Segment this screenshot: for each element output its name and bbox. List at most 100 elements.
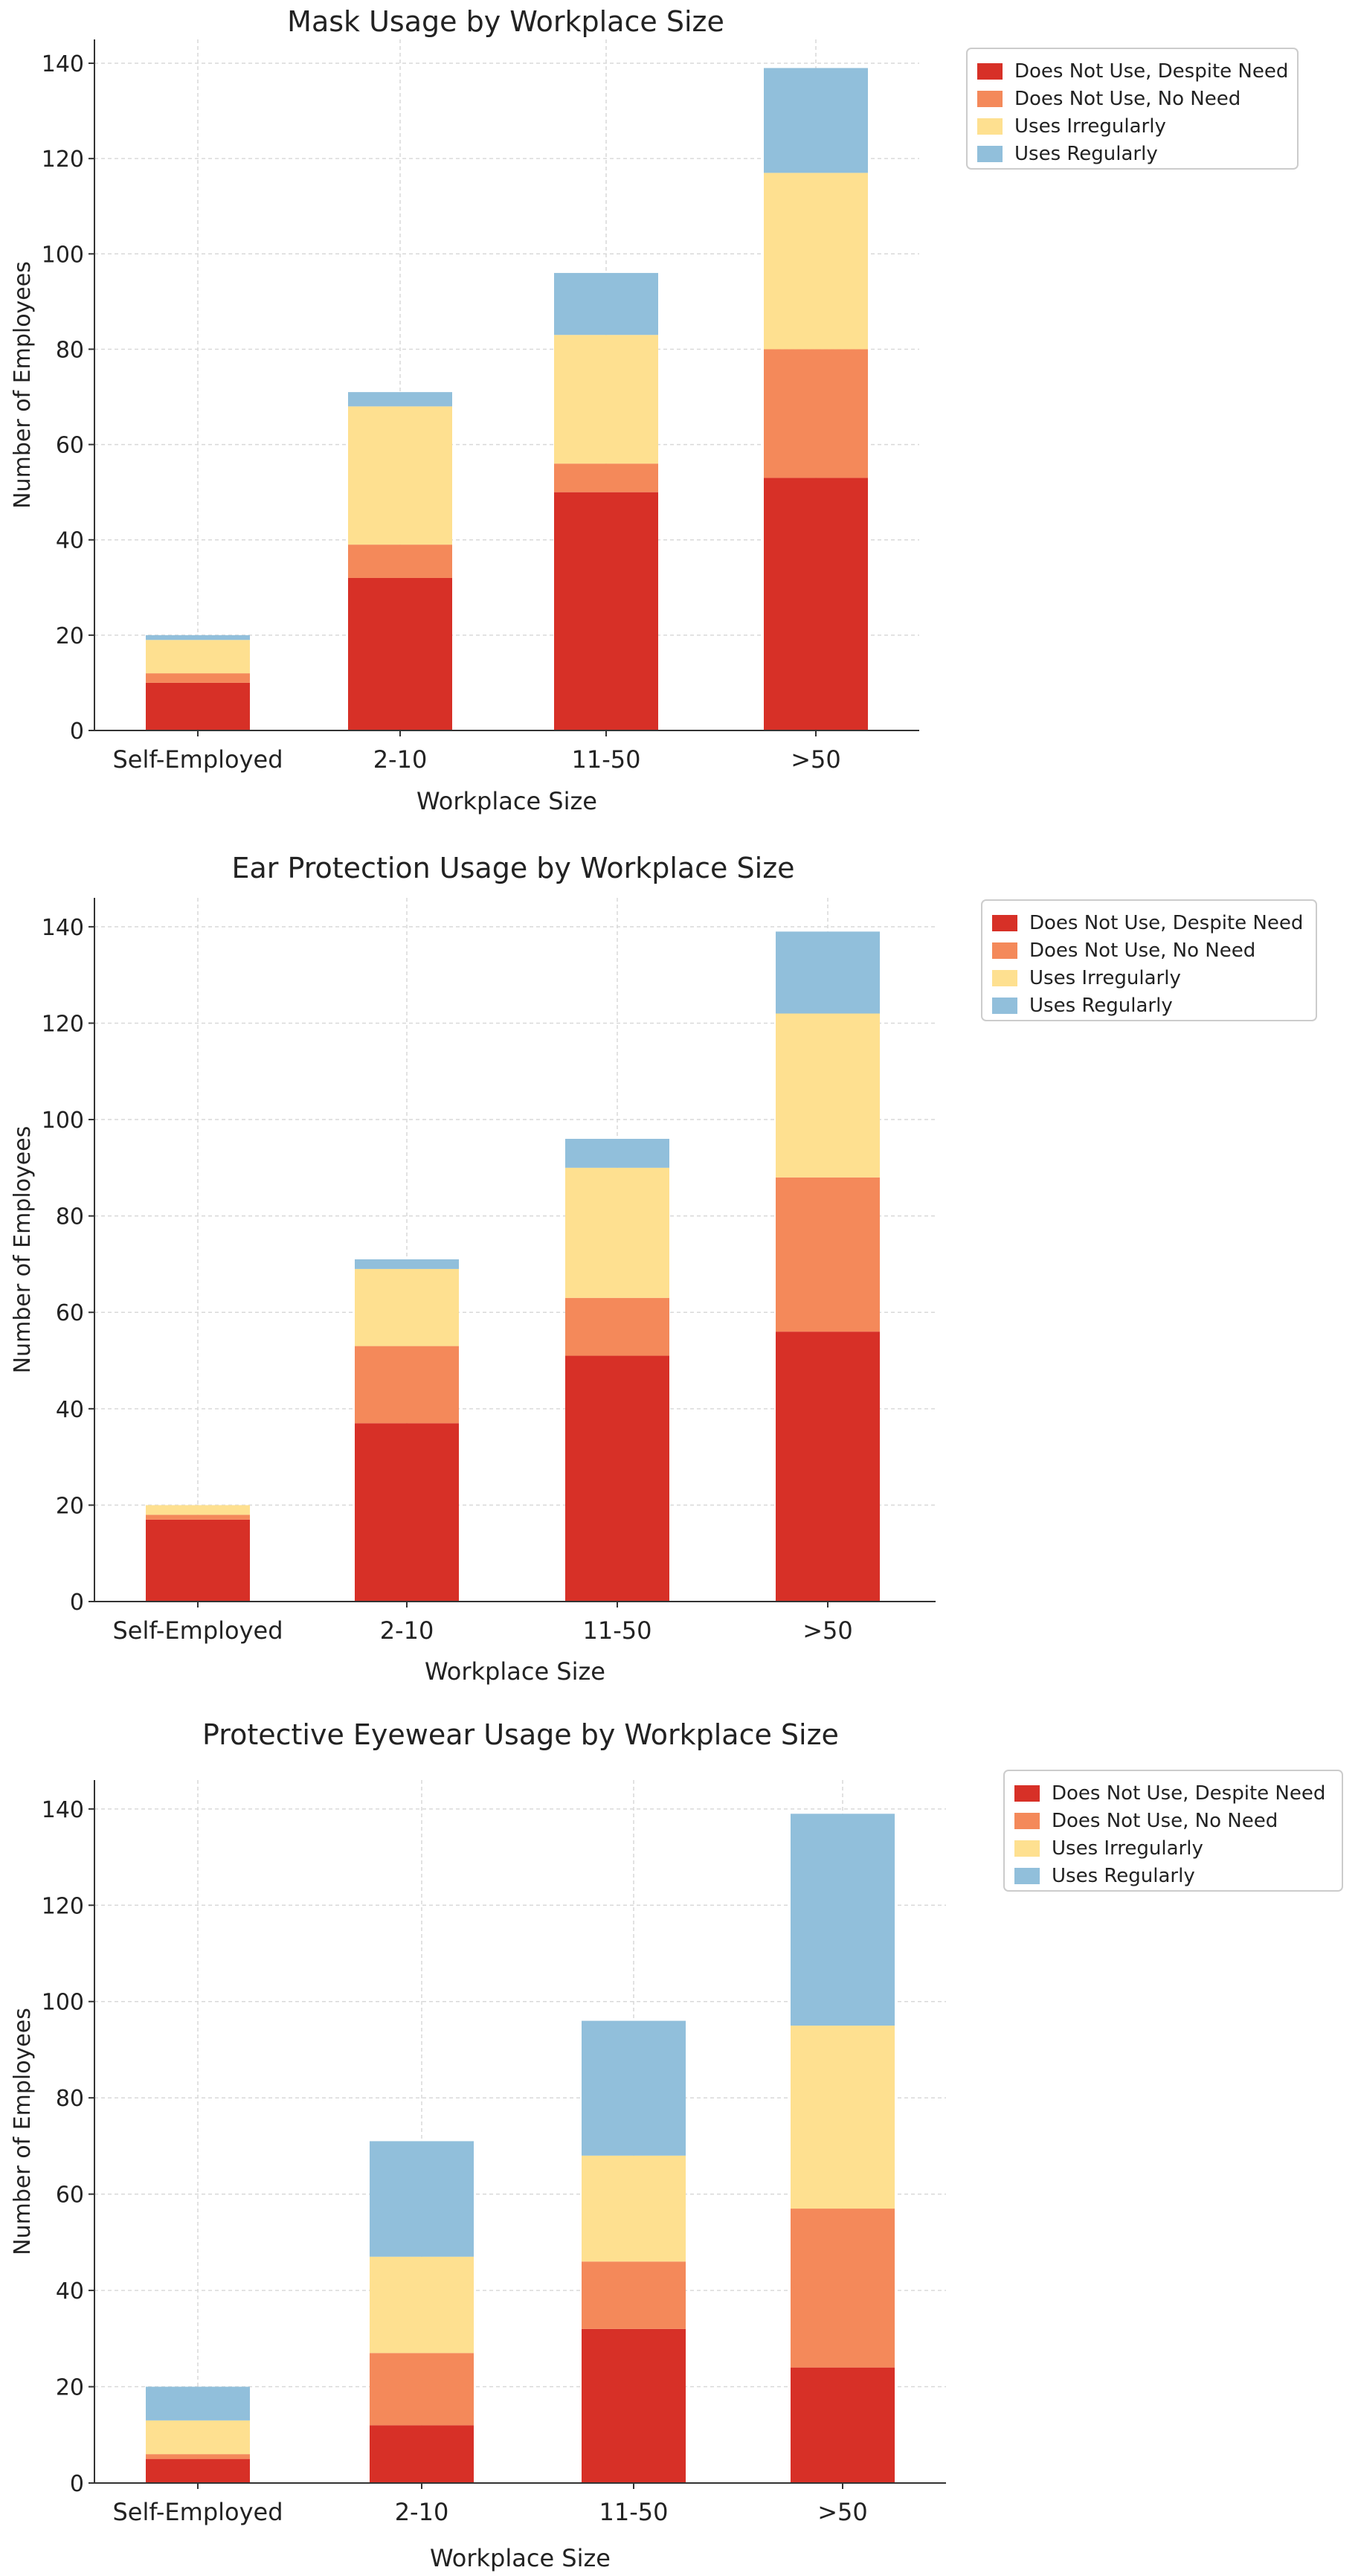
chart-title: Ear Protection Usage by Workplace Size	[231, 852, 794, 884]
y-tick-label: 20	[56, 1493, 84, 1519]
legend-label: Uses Regularly	[1029, 995, 1173, 1017]
x-axis-label: Workplace Size	[416, 787, 597, 815]
bar-segment-does-not-use-despite-need-4	[764, 478, 868, 730]
x-tick-label: >50	[817, 2498, 868, 2526]
bar-segment-does-not-use-despite-need-3	[565, 1355, 669, 1602]
bar-segment-does-not-use-no-need-1	[146, 2454, 250, 2459]
bar-segment-uses-irregularly-3	[565, 1167, 669, 1298]
y-tick-label: 20	[56, 2375, 84, 2401]
y-axis-label: Number of Employees	[10, 261, 36, 509]
legend-swatch-uses-regularly	[992, 998, 1017, 1014]
bar-segment-uses-regularly-2	[355, 1259, 459, 1269]
bar-segment-does-not-use-no-need-2	[370, 2353, 474, 2426]
chart-3: Protective Eyewear Usage by Workplace Si…	[10, 1718, 1343, 2572]
bar-segment-uses-irregularly-4	[791, 2026, 895, 2209]
legend-label: Does Not Use, No Need	[1014, 88, 1241, 110]
y-axis-label: Number of Employees	[10, 1126, 36, 1374]
bar-segment-uses-irregularly-3	[582, 2155, 686, 2262]
y-tick-label: 140	[42, 915, 84, 941]
bar-segment-does-not-use-despite-need-4	[791, 2367, 895, 2483]
legend-swatch-does-not-use-despite-need	[1014, 1785, 1040, 1802]
bar-segment-does-not-use-no-need-4	[791, 2209, 895, 2368]
legend-swatch-does-not-use-no-need	[977, 91, 1003, 107]
x-axis-label: Workplace Size	[425, 1657, 605, 1686]
y-tick-label: 60	[56, 433, 84, 459]
x-tick-label: 11-50	[583, 1616, 652, 1645]
legend-label: Does Not Use, Despite Need	[1014, 60, 1288, 83]
chart-title: Mask Usage by Workplace Size	[287, 5, 724, 38]
bar-segment-does-not-use-despite-need-2	[355, 1423, 459, 1602]
x-tick-label: >50	[802, 1616, 853, 1645]
bar-segment-uses-regularly-4	[791, 1814, 895, 2026]
legend: Does Not Use, Despite Need Does Not Use, …	[981, 899, 1317, 1021]
x-tick-label: Self-Employed	[112, 2498, 283, 2526]
y-tick-label: 0	[70, 2471, 84, 2497]
y-axis-label: Number of Employees	[10, 2008, 36, 2255]
y-tick-label: 60	[56, 1300, 84, 1326]
y-tick-label: 40	[56, 2278, 84, 2304]
bar-segment-does-not-use-despite-need-4	[776, 1332, 880, 1602]
bar-segment-uses-regularly-2	[370, 2141, 474, 2257]
y-tick-label: 120	[42, 147, 84, 173]
x-tick-label: Self-Employed	[112, 745, 283, 774]
bar-segment-does-not-use-despite-need-3	[582, 2328, 686, 2483]
y-tick-label: 40	[56, 1397, 84, 1423]
legend-swatch-does-not-use-despite-need	[977, 63, 1003, 80]
y-tick-label: 120	[42, 1011, 84, 1037]
bar-segment-does-not-use-no-need-4	[776, 1177, 880, 1332]
legend-label: Uses Irregularly	[1014, 115, 1166, 138]
legend-swatch-uses-irregularly	[992, 970, 1017, 986]
bar-segment-uses-irregularly-2	[370, 2256, 474, 2354]
y-tick-label: 80	[56, 1204, 84, 1230]
legend-label: Uses Irregularly	[1029, 967, 1181, 989]
x-tick-label: 2-10	[380, 1616, 434, 1645]
x-tick-label: Self-Employed	[112, 1616, 283, 1645]
legend-swatch-uses-irregularly	[977, 118, 1003, 135]
legend-label: Uses Regularly	[1052, 1865, 1195, 1887]
y-tick-label: 120	[42, 1893, 84, 1919]
x-axis-label: Workplace Size	[430, 2544, 611, 2572]
bar-segment-uses-irregularly-2	[348, 406, 452, 545]
bar-segment-does-not-use-no-need-2	[355, 1346, 459, 1424]
bar-segment-does-not-use-no-need-3	[582, 2261, 686, 2329]
legend-box	[1003, 1770, 1343, 1892]
bar-segment-does-not-use-despite-need-1	[146, 1519, 250, 1602]
legend-swatch-does-not-use-no-need	[992, 942, 1017, 959]
chart-1: Mask Usage by Workplace Size 0 20 40 60 80 100…	[10, 5, 1299, 815]
bar-segment-uses-irregularly-2	[355, 1268, 459, 1346]
y-tick-label: 100	[42, 1108, 84, 1134]
legend-swatch-does-not-use-despite-need	[992, 915, 1017, 931]
bar-segment-does-not-use-despite-need-2	[370, 2425, 474, 2483]
legend-swatch-uses-regularly	[1014, 1868, 1040, 1884]
bar-segment-does-not-use-no-need-1	[146, 1515, 250, 1520]
bar-segment-does-not-use-no-need-4	[764, 349, 868, 478]
y-tick-label: 80	[56, 337, 84, 363]
x-tick-label: 2-10	[373, 745, 428, 774]
y-tick-label: 0	[70, 1590, 84, 1616]
y-tick-label: 40	[56, 528, 84, 554]
bar-segment-does-not-use-no-need-1	[146, 673, 250, 683]
legend-swatch-uses-irregularly	[1014, 1840, 1040, 1857]
bar-segment-does-not-use-no-need-3	[565, 1297, 669, 1356]
x-tick-label: >50	[791, 745, 841, 774]
legend-label: Does Not Use, No Need	[1052, 1810, 1278, 1832]
bar-segment-uses-irregularly-1	[146, 640, 250, 674]
bar-segment-uses-irregularly-4	[764, 173, 868, 350]
legend-label: Does Not Use, Despite Need	[1052, 1782, 1325, 1805]
bar-segment-does-not-use-despite-need-1	[146, 2458, 250, 2483]
legend-swatch-does-not-use-no-need	[1014, 1813, 1040, 1829]
bar-segment-uses-regularly-1	[146, 2386, 250, 2421]
y-tick-label: 100	[42, 242, 84, 268]
y-tick-label: 140	[42, 51, 84, 77]
chart-title: Protective Eyewear Usage by Workplace Si…	[202, 1718, 839, 1751]
bar-segment-does-not-use-despite-need-2	[348, 577, 452, 730]
bar-segment-uses-regularly-3	[565, 1138, 669, 1168]
y-tick-label: 60	[56, 2182, 84, 2209]
y-tick-label: 0	[70, 719, 84, 745]
bar-segment-uses-regularly-4	[776, 931, 880, 1014]
x-tick-label: 11-50	[599, 2498, 669, 2526]
bar-segment-does-not-use-no-need-3	[554, 463, 658, 492]
y-tick-label: 80	[56, 2086, 84, 2112]
legend-label: Does Not Use, No Need	[1029, 939, 1255, 962]
